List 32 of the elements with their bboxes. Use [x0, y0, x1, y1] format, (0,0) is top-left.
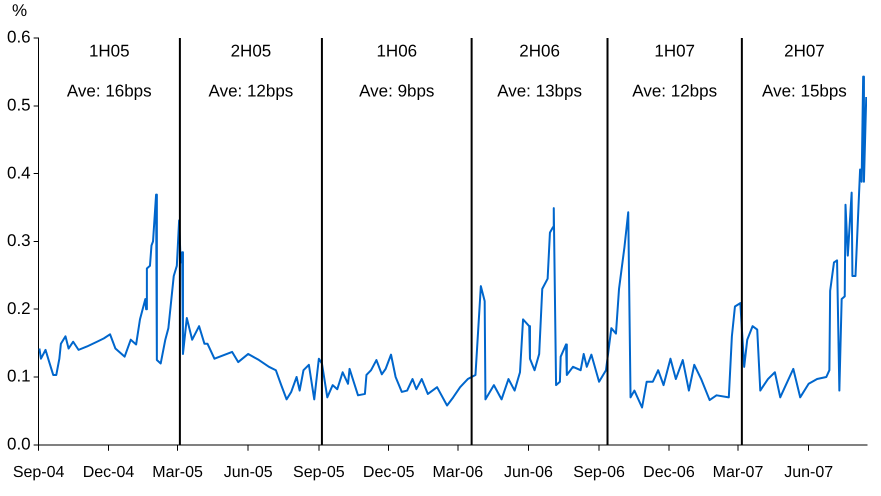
annotation: 2H06	[519, 42, 560, 61]
x-tick-label: Mar-07	[712, 464, 764, 481]
annotation: Ave: 15bps	[762, 82, 847, 101]
y-tick-label: 0.6	[6, 28, 31, 47]
y-tick-label: 0.1	[6, 366, 31, 386]
x-tick-label: Sep-05	[293, 464, 345, 481]
annotation: Ave: 13bps	[497, 82, 582, 101]
annotation: 1H05	[88, 42, 130, 61]
annotation: Ave: 12bps	[208, 82, 294, 101]
x-tick-label: Jun-07	[784, 464, 834, 481]
annotation: Ave: 12bps	[632, 82, 718, 101]
x-tick-label: Jun-06	[504, 464, 553, 481]
x-tick-label: Mar-05	[152, 464, 204, 481]
y-tick-label: 0.4	[6, 163, 31, 182]
x-tick-label: Dec-05	[362, 464, 415, 481]
annotation: 2H07	[784, 42, 825, 61]
y-tick-label: 0.3	[6, 231, 31, 250]
annotation: 1H06	[376, 42, 418, 61]
annotation: Ave: 9bps	[359, 82, 434, 101]
x-tick-label: Sep-04	[12, 464, 65, 481]
annotation: 1H07	[654, 42, 696, 61]
annotation: 2H05	[230, 42, 272, 61]
y-tick-label: 0.2	[6, 298, 31, 318]
x-tick-label: Mar-06	[432, 464, 484, 481]
x-tick-label: Dec-06	[643, 464, 695, 481]
y-tick-label: 0.0	[6, 434, 31, 454]
x-tick-label: Sep-06	[573, 464, 625, 481]
annotation: Ave: 16bps	[66, 82, 152, 101]
x-tick-label: Jun-05	[224, 464, 273, 481]
y-axis-title: %	[12, 1, 28, 20]
x-tick-label: Dec-04	[82, 464, 134, 481]
y-tick-label: 0.5	[6, 95, 31, 114]
